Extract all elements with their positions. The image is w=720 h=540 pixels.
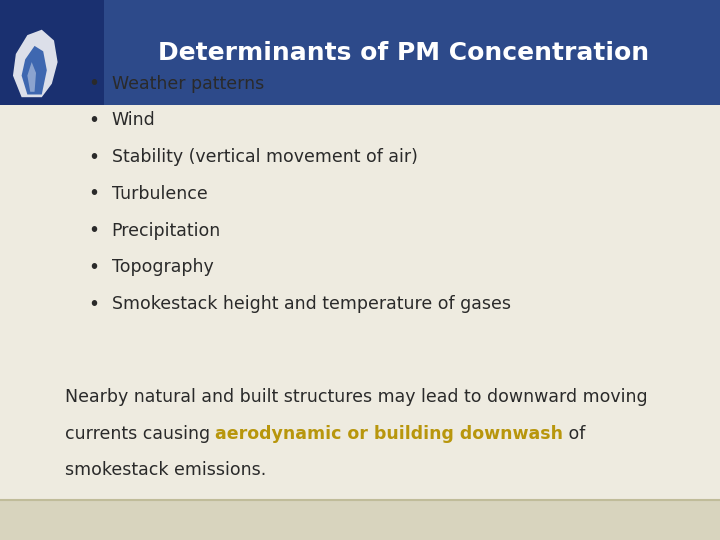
Text: •: • — [88, 111, 99, 130]
Bar — [0, 500, 720, 540]
Text: of: of — [564, 424, 586, 443]
Text: •: • — [88, 184, 99, 204]
Text: Determinants of PM Concentration: Determinants of PM Concentration — [158, 40, 649, 65]
Text: •: • — [88, 294, 99, 314]
Text: currents causing: currents causing — [65, 424, 215, 443]
Text: Smokestack height and temperature of gases: Smokestack height and temperature of gas… — [112, 295, 510, 313]
Text: Wind: Wind — [112, 111, 156, 130]
Text: Weather patterns: Weather patterns — [112, 75, 264, 93]
Bar — [0, 0, 104, 105]
Text: Precipitation: Precipitation — [112, 221, 221, 240]
Text: •: • — [88, 258, 99, 277]
Polygon shape — [22, 46, 47, 94]
Polygon shape — [27, 62, 36, 92]
Text: aerodynamic or building downwash: aerodynamic or building downwash — [215, 424, 564, 443]
Text: Topography: Topography — [112, 258, 213, 276]
Bar — [0, 0, 720, 105]
Text: •: • — [88, 147, 99, 167]
Text: Turbulence: Turbulence — [112, 185, 207, 203]
Text: Nearby natural and built structures may lead to downward moving: Nearby natural and built structures may … — [65, 388, 647, 406]
Text: •: • — [88, 74, 99, 93]
Polygon shape — [13, 30, 58, 97]
Text: Stability (vertical movement of air): Stability (vertical movement of air) — [112, 148, 418, 166]
Text: smokestack emissions.: smokestack emissions. — [65, 461, 266, 480]
Text: •: • — [88, 221, 99, 240]
